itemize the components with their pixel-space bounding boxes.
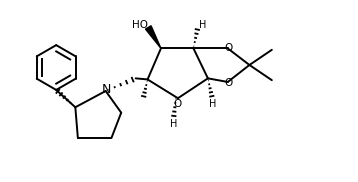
Text: O: O: [224, 43, 232, 53]
Polygon shape: [145, 26, 161, 48]
Text: H: H: [199, 20, 207, 30]
Text: O: O: [224, 78, 232, 88]
Text: H: H: [170, 119, 177, 129]
Text: O: O: [174, 99, 182, 109]
Text: HO: HO: [132, 19, 148, 29]
Text: N: N: [102, 83, 111, 96]
Text: H: H: [209, 99, 216, 109]
